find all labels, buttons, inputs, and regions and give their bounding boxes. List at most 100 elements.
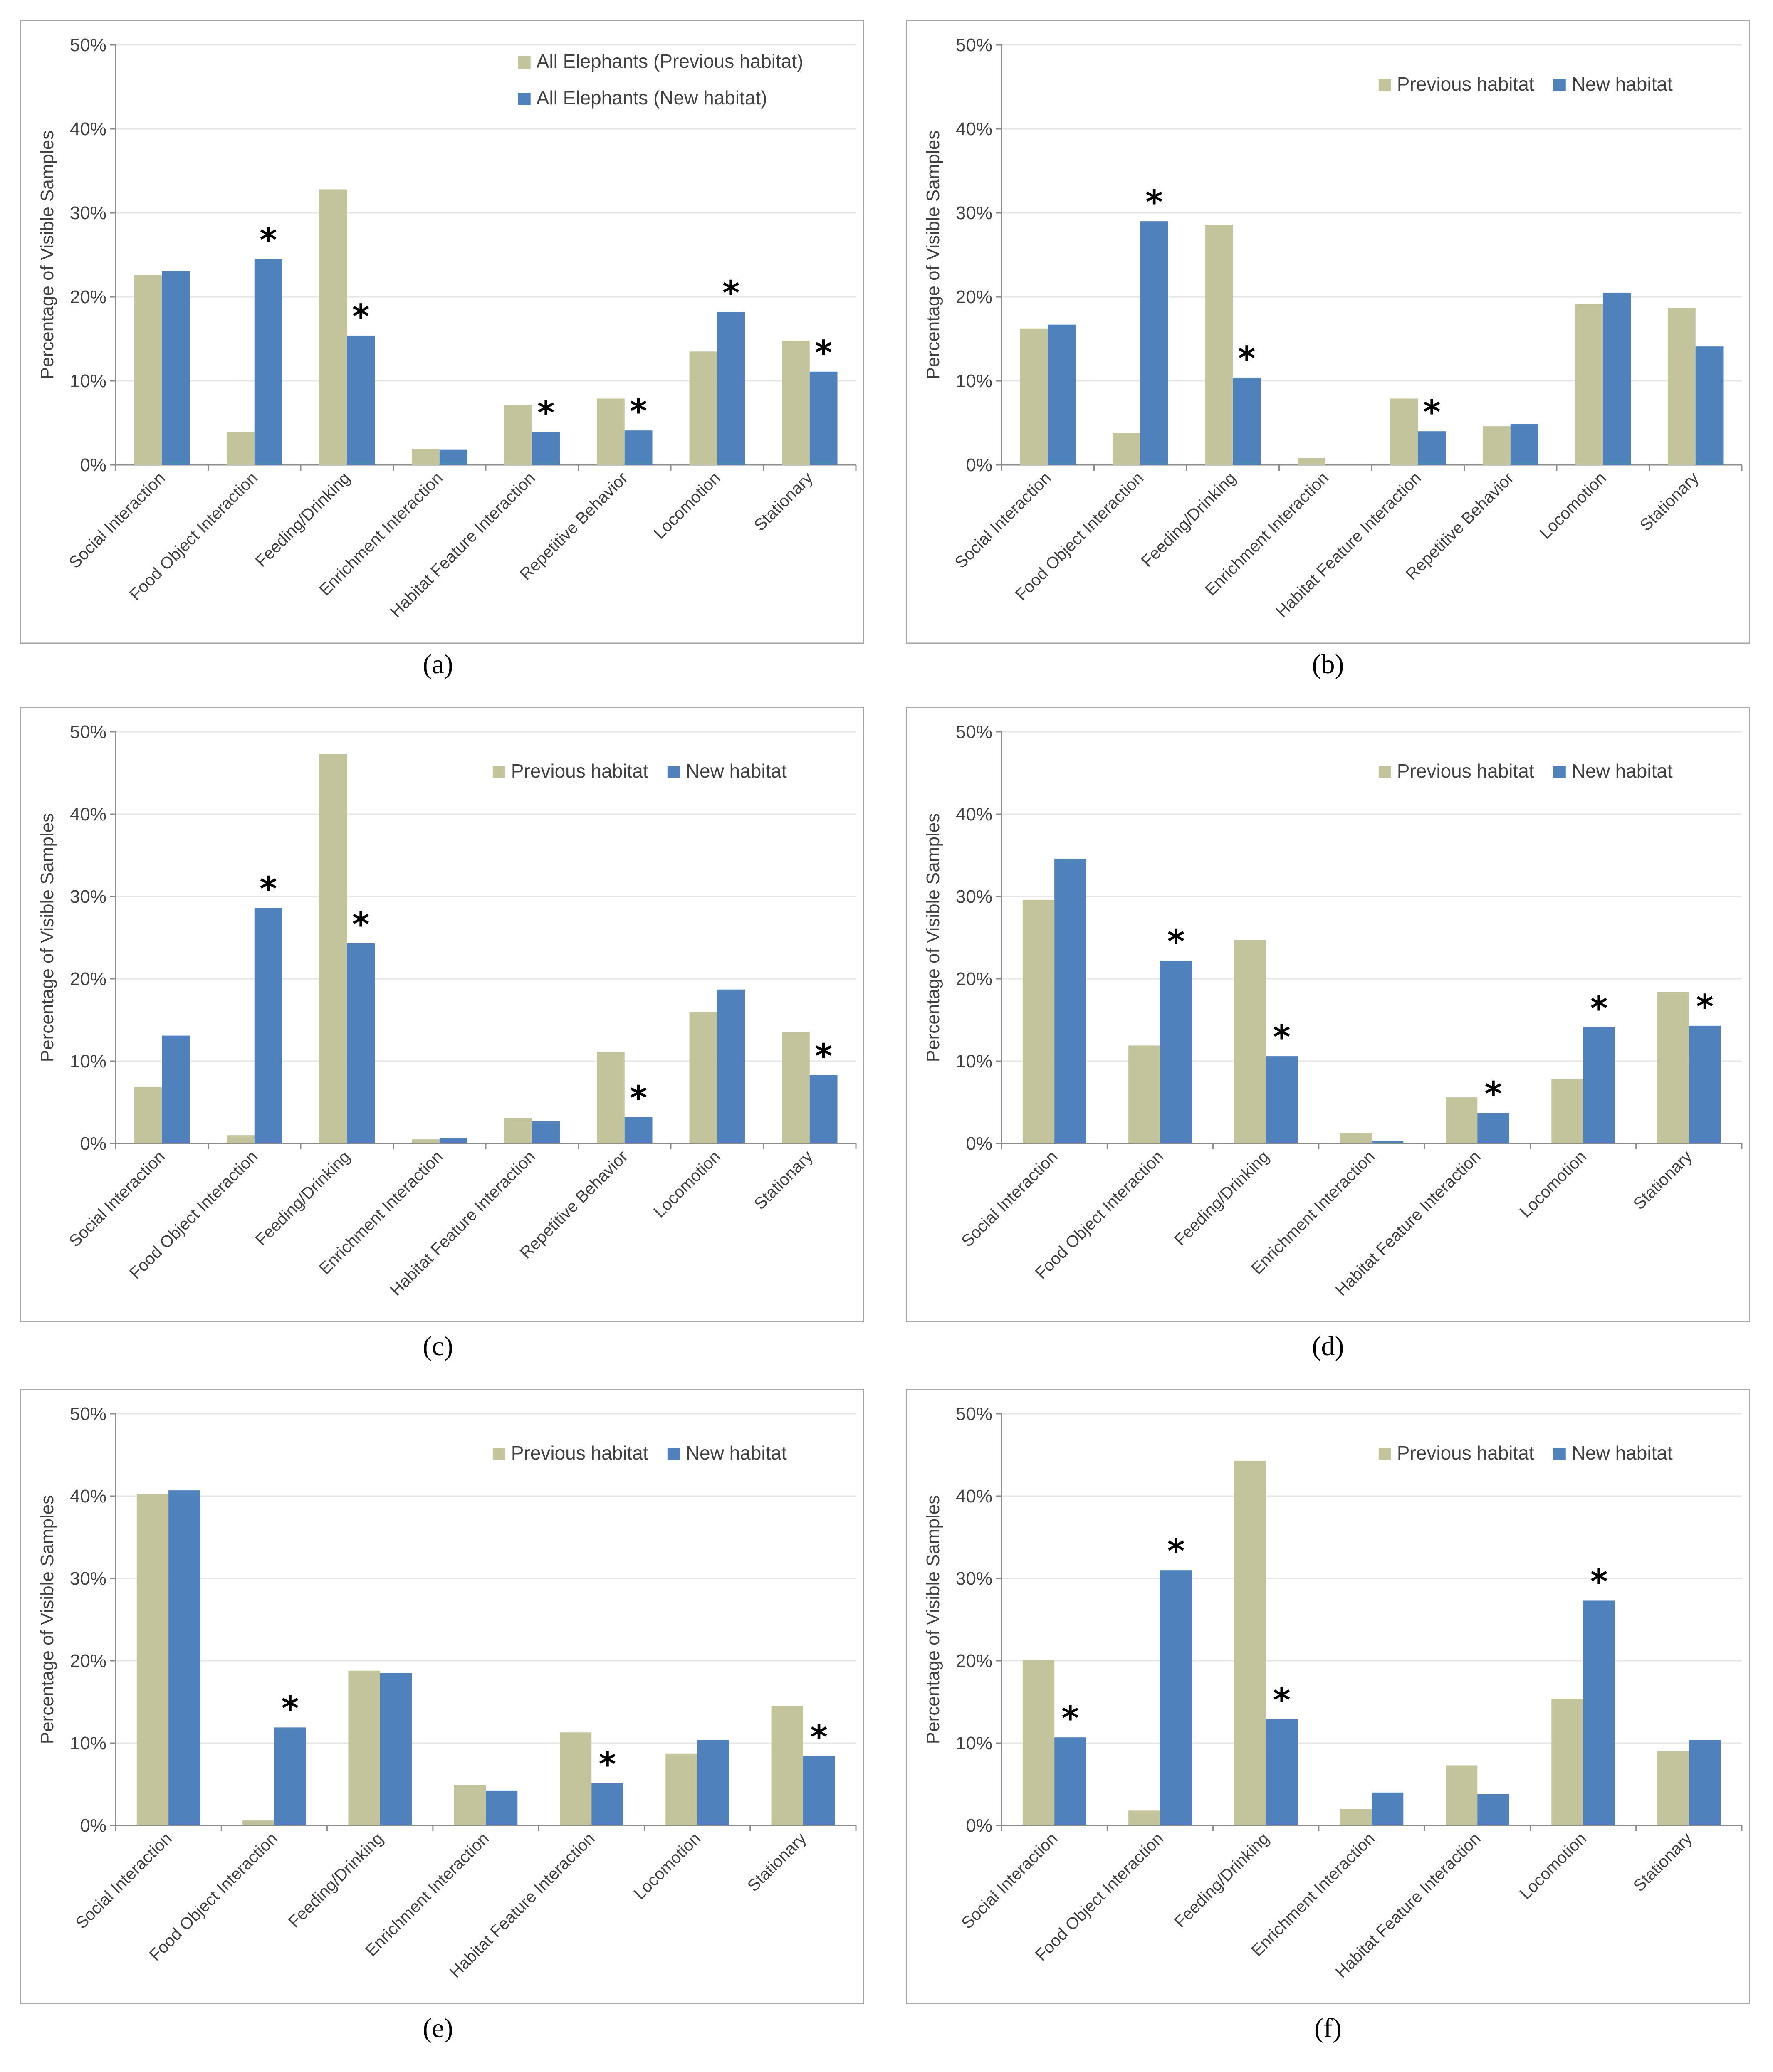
bar-repetitive-behavior-new	[624, 1117, 653, 1143]
chart-e: 0% 10% 20% 30% 40% 50% Percentage of Visible S…	[20, 1389, 864, 2004]
bar-locomotion-new	[1583, 1027, 1615, 1143]
bar-repetitive-behavior-previous	[597, 1052, 625, 1143]
y-tick-label: 10%	[956, 371, 992, 391]
bar-food-object-interaction-previous	[227, 432, 255, 465]
significance-marker: *	[810, 1718, 828, 1757]
y-axis-label: Percentage of Visible Samples	[37, 813, 57, 1062]
chart-a: 0% 10% 20% 30% 40% 50% Percentage of Visible S…	[20, 20, 864, 644]
bar-enrichment-interaction-new	[486, 1790, 518, 1825]
y-axis-label: Percentage of Visible Samples	[37, 131, 57, 379]
bar-habitat-feature-interaction-previous	[1446, 1097, 1478, 1143]
legend-swatch-new	[1553, 1448, 1566, 1460]
bar-feeding-drinking-previous	[1205, 225, 1233, 465]
bar-social-interaction-previous	[1022, 1660, 1055, 1825]
bar-stationary-previous	[782, 1032, 810, 1143]
chart-b: 0% 10% 20% 30% 40% 50% Percentage of Visible S…	[906, 20, 1750, 644]
significance-marker: *	[260, 221, 277, 259]
bar-enrichment-interaction-previous	[454, 1785, 486, 1825]
bar-social-interaction-new	[1054, 1737, 1086, 1825]
y-tick-label: 10%	[70, 371, 106, 391]
legend-label-previous: Previous habitat	[511, 760, 648, 782]
y-tick-label: 10%	[956, 1733, 992, 1753]
legend-label-previous: Previous habitat	[1397, 73, 1534, 95]
bar-enrichment-interaction-new	[439, 1138, 467, 1143]
bar-habitat-feature-interaction-new	[1418, 431, 1446, 465]
y-tick-label: 40%	[956, 119, 992, 139]
y-tick-label: 50%	[70, 1404, 106, 1424]
y-tick-label: 0%	[966, 1134, 992, 1154]
bar-social-interaction-previous	[136, 1494, 169, 1825]
bar-locomotion-previous	[1551, 1079, 1583, 1143]
significance-marker: *	[1590, 989, 1608, 1028]
bar-stationary-previous	[1668, 308, 1696, 465]
bar-stationary-new	[1695, 346, 1724, 465]
bar-food-object-interaction-new	[1160, 1570, 1192, 1825]
bar-stationary-new	[803, 1756, 835, 1825]
y-axis-label: Percentage of Visible Samples	[923, 131, 943, 379]
bar-habitat-feature-interaction-new	[1477, 1794, 1509, 1825]
significance-marker: *	[537, 394, 555, 432]
bar-enrichment-interaction-previous	[412, 1139, 440, 1143]
y-tick-label: 10%	[70, 1733, 106, 1753]
y-tick-label: 20%	[70, 287, 106, 307]
bar-social-interaction-new	[162, 271, 190, 465]
y-tick-label: 0%	[80, 455, 106, 475]
bar-social-interaction-new	[162, 1035, 190, 1143]
bar-habitat-feature-interaction-new	[532, 1121, 560, 1143]
significance-marker: *	[815, 333, 832, 372]
y-tick-label: 30%	[70, 203, 106, 223]
bar-food-object-interaction-previous	[1128, 1810, 1160, 1825]
significance-marker: *	[1273, 1681, 1291, 1720]
bar-social-interaction-new	[1054, 858, 1086, 1143]
bar-stationary-previous	[1657, 992, 1689, 1143]
bar-enrichment-interaction-previous	[1340, 1133, 1372, 1143]
bar-enrichment-interaction-new	[439, 449, 467, 465]
legend-label-new: All Elephants (New habitat)	[537, 87, 767, 109]
significance-marker: *	[282, 1689, 299, 1728]
bar-feeding-drinking-new	[1233, 377, 1261, 465]
bar-habitat-feature-interaction-previous	[1390, 398, 1418, 465]
y-tick-label: 50%	[70, 722, 106, 742]
legend-swatch-new	[1553, 766, 1566, 778]
caption-f: (f)	[1314, 2013, 1342, 2043]
legend-swatch-previous	[492, 1448, 505, 1460]
bar-food-object-interaction-previous	[227, 1135, 255, 1143]
bar-repetitive-behavior-previous	[597, 398, 625, 465]
y-tick-label: 10%	[70, 1051, 106, 1072]
significance-marker: *	[630, 392, 647, 431]
bar-locomotion-new	[697, 1740, 729, 1825]
bar-food-object-interaction-new	[254, 259, 282, 465]
bar-habitat-feature-interaction-new	[1477, 1113, 1509, 1143]
bar-feeding-drinking-new	[380, 1673, 412, 1825]
y-tick-label: 50%	[956, 722, 992, 742]
bar-food-object-interaction-new	[1160, 961, 1192, 1143]
y-tick-label: 50%	[956, 1404, 992, 1424]
legend-label-previous: Previous habitat	[1397, 760, 1534, 782]
bar-social-interaction-previous	[134, 275, 162, 465]
legend-label-new: New habitat	[686, 1442, 787, 1464]
bar-stationary-new	[809, 1075, 838, 1143]
bar-locomotion-previous	[1551, 1699, 1583, 1825]
bar-stationary-previous	[782, 341, 810, 465]
significance-marker: *	[1167, 1532, 1185, 1571]
legend-swatch-previous	[1378, 766, 1391, 778]
bar-stationary-new	[1689, 1740, 1721, 1825]
bar-enrichment-interaction-previous	[1298, 458, 1325, 465]
bar-food-object-interaction-new	[254, 908, 282, 1143]
legend-label-new: New habitat	[686, 760, 787, 782]
y-tick-label: 0%	[966, 1815, 992, 1836]
bar-locomotion-previous	[665, 1753, 697, 1825]
y-tick-label: 40%	[70, 1486, 106, 1506]
bar-habitat-feature-interaction-new	[591, 1783, 623, 1825]
y-tick-label: 20%	[70, 969, 106, 989]
y-tick-label: 20%	[956, 1651, 992, 1671]
bar-feeding-drinking-new	[1266, 1719, 1298, 1825]
bar-repetitive-behavior-previous	[1483, 426, 1511, 465]
bar-habitat-feature-interaction-previous	[1446, 1765, 1478, 1825]
significance-marker: *	[1061, 1699, 1079, 1738]
y-tick-label: 20%	[70, 1651, 106, 1671]
legend-swatch-new	[667, 766, 680, 778]
y-tick-label: 30%	[956, 887, 992, 907]
legend-label-new: New habitat	[1572, 760, 1673, 782]
y-tick-label: 30%	[956, 1568, 992, 1589]
